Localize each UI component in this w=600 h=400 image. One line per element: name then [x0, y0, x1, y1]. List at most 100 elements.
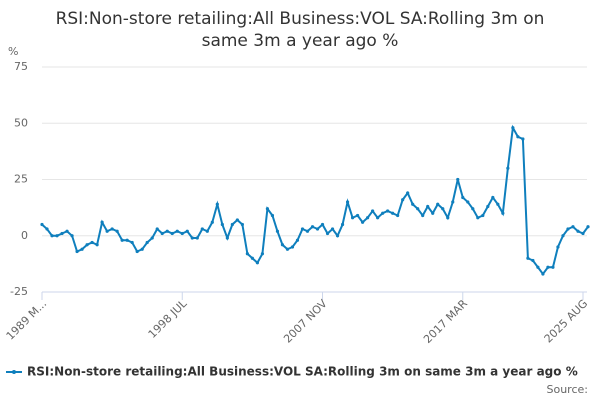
point [350, 216, 355, 220]
point [581, 231, 585, 236]
point [406, 191, 410, 195]
point [511, 126, 515, 130]
point [436, 202, 440, 206]
x-tick-label: 1998 JUL [146, 296, 190, 340]
point [526, 256, 530, 260]
point [366, 216, 370, 220]
point [566, 227, 570, 231]
point [416, 207, 420, 211]
y-tick-label: -25 [10, 285, 28, 298]
point [396, 213, 400, 218]
point [486, 204, 490, 209]
point [225, 236, 229, 240]
point [240, 222, 244, 227]
point [391, 211, 395, 215]
point [310, 225, 315, 229]
point [220, 222, 224, 227]
point [315, 227, 320, 231]
point [125, 238, 129, 242]
point [335, 234, 340, 238]
point [300, 227, 305, 231]
point [531, 258, 535, 263]
point [145, 240, 149, 245]
point [85, 243, 89, 247]
legend-label: RSI:Non-store retailing:All Business:VOL… [27, 365, 578, 379]
point [556, 245, 560, 249]
point [461, 195, 465, 200]
point [65, 229, 69, 233]
point [441, 207, 445, 211]
point [421, 213, 425, 218]
point [75, 249, 79, 254]
point [100, 220, 104, 224]
point [546, 265, 550, 269]
point [150, 236, 154, 240]
x-tick-label: 2025 AUG [542, 297, 591, 346]
point [195, 236, 199, 240]
y-axis-label: % [8, 45, 18, 58]
point [541, 272, 545, 276]
point [376, 216, 380, 220]
point [70, 234, 74, 238]
point [501, 211, 505, 215]
point [481, 213, 485, 218]
point [476, 216, 480, 220]
point [521, 137, 525, 141]
point [516, 135, 520, 139]
series-line [41, 124, 589, 276]
point [165, 229, 169, 233]
point [105, 229, 109, 233]
point [305, 229, 310, 233]
point [381, 211, 385, 215]
point [265, 207, 270, 211]
source: Source: [547, 383, 589, 396]
point [466, 200, 470, 204]
point [175, 229, 179, 233]
point [355, 213, 360, 218]
point [155, 227, 159, 231]
point [576, 229, 580, 233]
point [140, 247, 144, 251]
y-tick-label: 75 [14, 60, 28, 73]
point [506, 166, 510, 170]
point [230, 222, 234, 227]
x-tick-label: 2017 MAR [421, 297, 470, 346]
point [431, 211, 435, 215]
point [561, 234, 565, 238]
point [571, 225, 575, 229]
point [275, 229, 280, 233]
point [325, 231, 330, 236]
point [280, 243, 285, 247]
point [180, 231, 184, 236]
y-tick-label: 50 [14, 116, 28, 129]
point [250, 256, 254, 260]
point [401, 198, 405, 202]
point [215, 202, 219, 206]
point [426, 204, 430, 209]
point [255, 261, 259, 265]
point [371, 209, 375, 213]
point [360, 220, 365, 224]
y-tick-label: 25 [14, 173, 28, 186]
point [451, 200, 455, 204]
y-tick-label: 0 [21, 229, 28, 242]
point [170, 231, 174, 236]
point [205, 229, 209, 233]
point [160, 231, 164, 236]
chart-title: RSI:Non-store retailing:All Business:VOL… [55, 9, 545, 51]
point [345, 200, 350, 204]
point [496, 202, 500, 206]
point [45, 227, 49, 231]
point [320, 222, 325, 227]
point [491, 195, 495, 200]
x-tick-label: 2007 NOV [281, 297, 330, 346]
point [80, 247, 84, 251]
point [190, 236, 194, 240]
point [551, 265, 555, 269]
point [90, 240, 94, 245]
point [295, 238, 300, 242]
point [115, 229, 119, 233]
point [471, 207, 475, 211]
legend-marker [12, 370, 16, 374]
point [340, 222, 345, 227]
